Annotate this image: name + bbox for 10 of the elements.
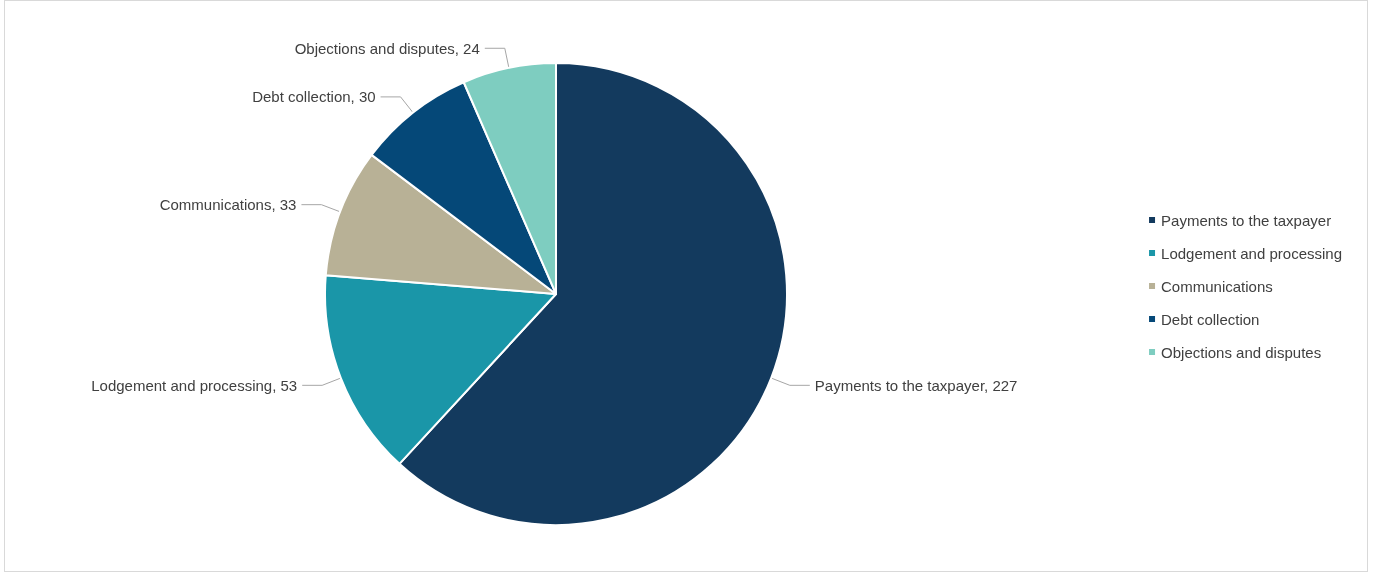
legend-label: Debt collection	[1161, 310, 1260, 328]
legend-label: Objections and disputes	[1161, 343, 1322, 361]
data-label: Objections and disputes, 24	[294, 39, 480, 57]
legend-label: Communications	[1161, 277, 1273, 295]
legend-label: Payments to the taxpayer	[1161, 211, 1332, 229]
legend-label: Lodgement and processing	[1161, 244, 1343, 262]
data-label: Payments to the taxpayer, 227	[814, 376, 1018, 394]
data-label: Debt collection, 30	[252, 88, 376, 106]
data-label: Communications, 33	[159, 196, 297, 214]
data-label: Lodgement and processing, 53	[91, 376, 298, 394]
